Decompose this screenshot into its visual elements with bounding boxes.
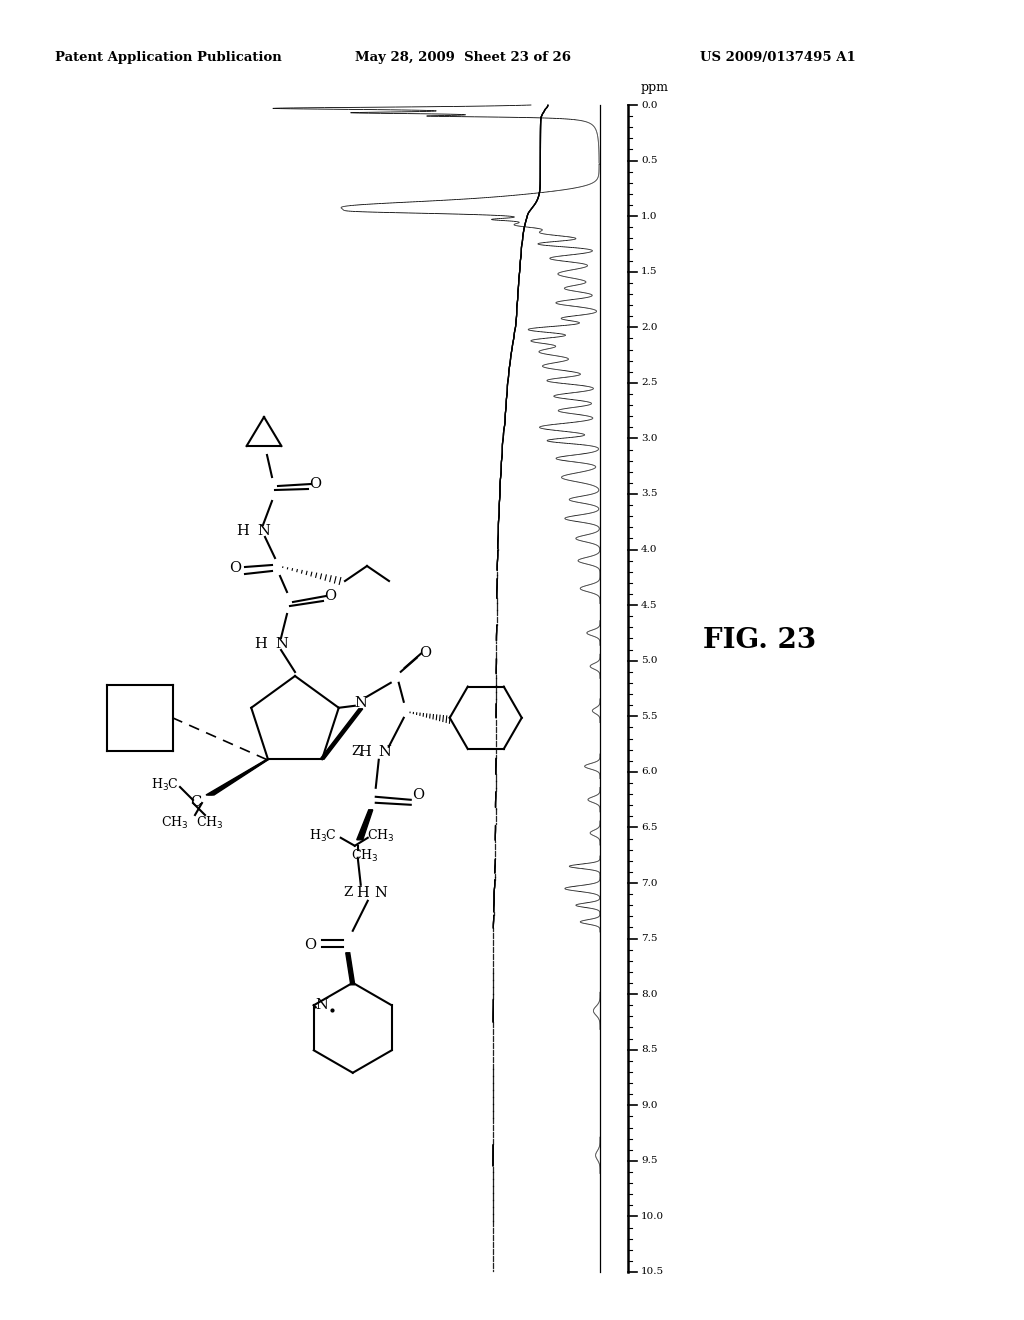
Text: O: O	[309, 477, 322, 491]
Text: Z: Z	[351, 746, 360, 758]
Text: 1.5: 1.5	[641, 267, 657, 276]
Text: 7.5: 7.5	[641, 935, 657, 942]
Text: N: N	[275, 638, 288, 651]
Text: 9.0: 9.0	[641, 1101, 657, 1110]
Text: 5.5: 5.5	[641, 711, 657, 721]
Text: 8.0: 8.0	[641, 990, 657, 999]
Text: 4.0: 4.0	[641, 545, 657, 554]
Polygon shape	[321, 709, 362, 759]
Text: H$_3$C: H$_3$C	[152, 777, 179, 793]
Text: CH$_3$: CH$_3$	[161, 814, 188, 832]
Text: N: N	[379, 744, 391, 759]
Polygon shape	[356, 809, 373, 840]
Text: O: O	[229, 561, 241, 576]
Text: ppm: ppm	[641, 81, 669, 94]
Text: 6.0: 6.0	[641, 767, 657, 776]
Text: C: C	[190, 795, 202, 809]
Text: 10.0: 10.0	[641, 1212, 665, 1221]
Text: O: O	[304, 937, 315, 952]
Text: Z: Z	[343, 886, 352, 899]
Text: 8.5: 8.5	[641, 1045, 657, 1055]
Text: CH$_3$: CH$_3$	[367, 828, 394, 843]
Text: H: H	[358, 744, 371, 759]
Text: N: N	[315, 998, 329, 1012]
Text: Patent Application Publication: Patent Application Publication	[55, 51, 282, 65]
Text: FIG. 23: FIG. 23	[703, 627, 816, 653]
Text: CH$_3$: CH$_3$	[351, 847, 379, 863]
Text: 5.0: 5.0	[641, 656, 657, 665]
Text: 0.0: 0.0	[641, 100, 657, 110]
Text: O: O	[412, 788, 424, 801]
Text: H$_3$C: H$_3$C	[309, 828, 337, 843]
Text: 4.5: 4.5	[641, 601, 657, 610]
Text: May 28, 2009  Sheet 23 of 26: May 28, 2009 Sheet 23 of 26	[355, 51, 571, 65]
Text: 3.0: 3.0	[641, 434, 657, 444]
Text: O: O	[324, 589, 336, 603]
Text: H: H	[356, 886, 369, 900]
Text: H: H	[254, 638, 267, 651]
Text: N: N	[375, 886, 388, 900]
Text: 10.5: 10.5	[641, 1267, 665, 1276]
Text: 2.5: 2.5	[641, 379, 657, 387]
Polygon shape	[206, 759, 269, 795]
Text: O: O	[419, 645, 431, 660]
Text: 3.5: 3.5	[641, 490, 657, 499]
Text: 9.5: 9.5	[641, 1156, 657, 1166]
Text: 6.5: 6.5	[641, 822, 657, 832]
Text: 1.0: 1.0	[641, 211, 657, 220]
Text: 0.5: 0.5	[641, 156, 657, 165]
Text: H: H	[237, 524, 249, 539]
Text: 2.0: 2.0	[641, 323, 657, 331]
Text: N: N	[257, 524, 270, 539]
Polygon shape	[346, 953, 354, 985]
Text: US 2009/0137495 A1: US 2009/0137495 A1	[700, 51, 856, 65]
Text: 7.0: 7.0	[641, 879, 657, 887]
Text: CH$_3$: CH$_3$	[197, 814, 223, 832]
Text: N: N	[354, 696, 368, 710]
